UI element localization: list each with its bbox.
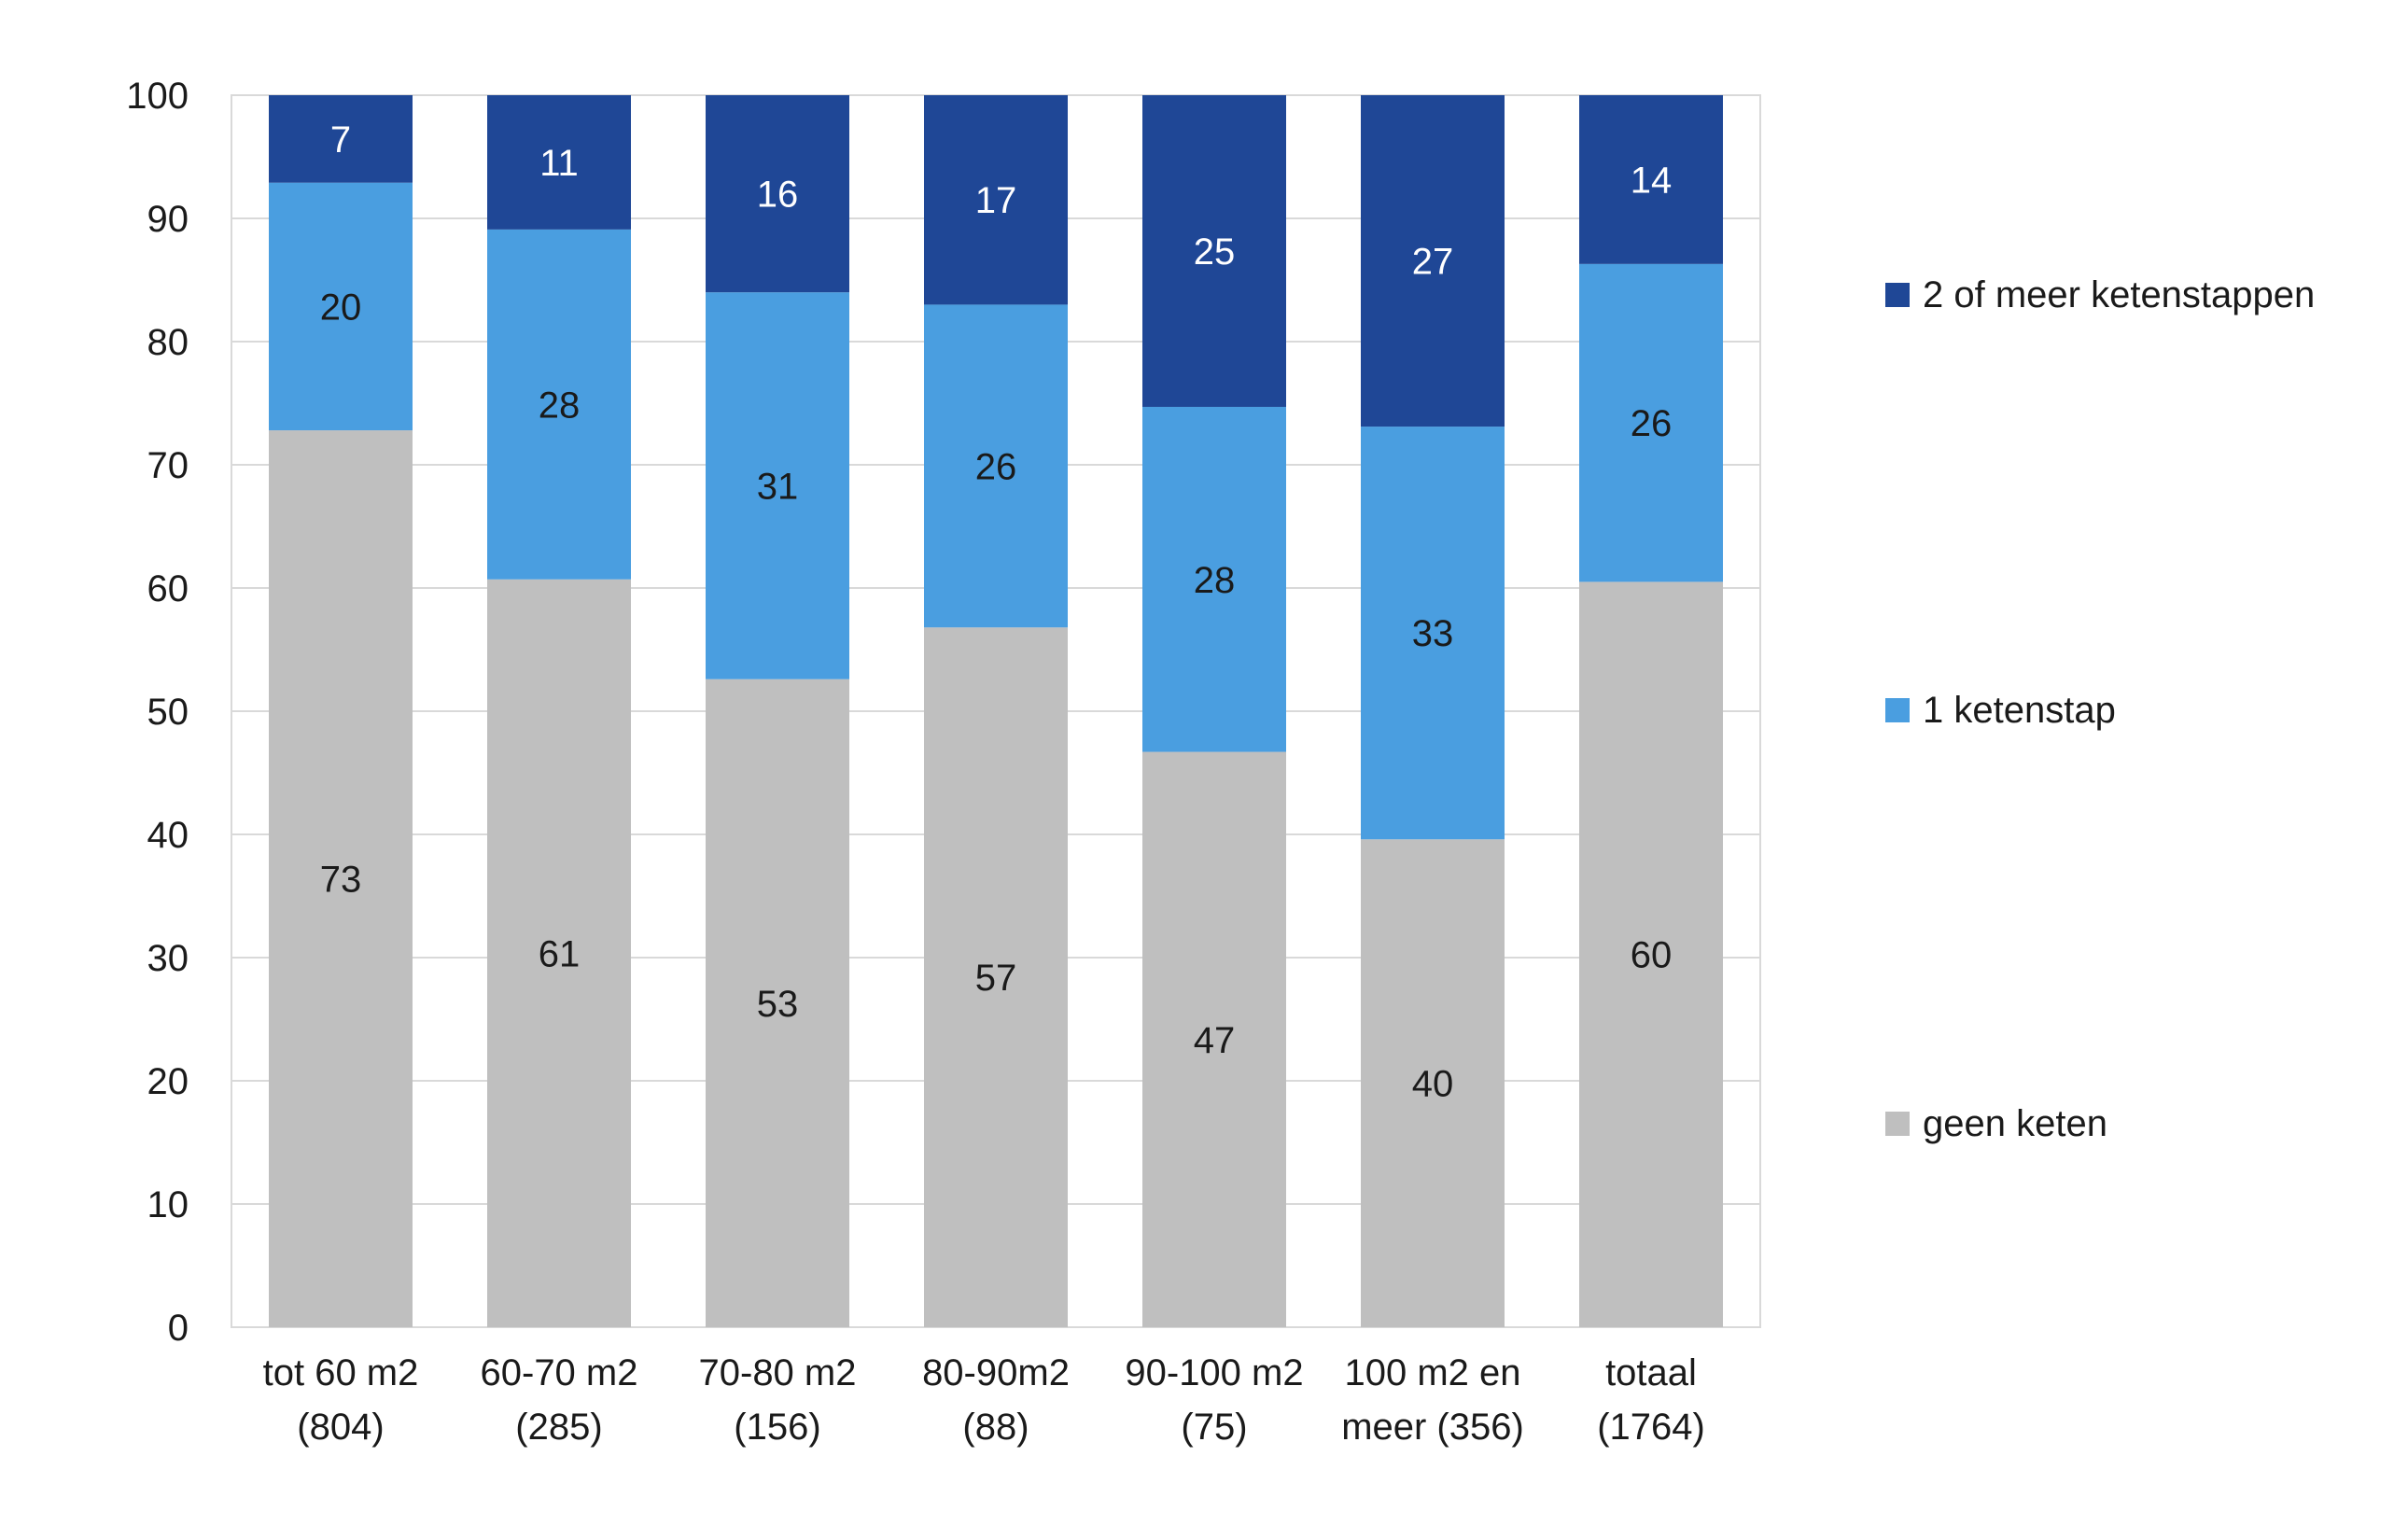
data-label: 47 <box>1194 1020 1236 1061</box>
bar-segment <box>1361 427 1505 840</box>
legend-label: 1 ketenstap <box>1923 690 2116 731</box>
bar-segment <box>269 95 413 183</box>
data-label: 28 <box>539 385 581 426</box>
x-tick-label: (75) <box>1181 1407 1247 1448</box>
bar-segment <box>1361 95 1505 427</box>
data-label: 53 <box>757 984 799 1025</box>
data-label: 20 <box>320 287 362 328</box>
y-tick-label: 50 <box>147 692 189 733</box>
bar-segment <box>706 679 849 1327</box>
data-label: 16 <box>757 175 799 216</box>
data-label: 17 <box>975 180 1017 221</box>
x-tick-label: (88) <box>962 1407 1029 1448</box>
bar-segment <box>1142 406 1286 752</box>
x-tick-label: 80-90m2 <box>922 1352 1070 1393</box>
x-tick-label: 70-80 m2 <box>699 1352 857 1393</box>
x-tick-label: 60-70 m2 <box>481 1352 638 1393</box>
legend-swatch <box>1885 698 1910 722</box>
legend: 2 of meer ketenstappen 1 ketenstap geen ke… <box>1885 274 2315 1144</box>
bar-segment <box>1579 95 1723 264</box>
data-label: 11 <box>539 143 579 184</box>
bar-segment <box>706 95 849 293</box>
bar-segment <box>1142 751 1286 1327</box>
bar-segment <box>1579 581 1723 1327</box>
y-tick-label: 60 <box>147 568 189 609</box>
data-label: 7 <box>330 119 351 161</box>
x-tick-label: totaal <box>1605 1352 1697 1393</box>
x-tick-label: (1764) <box>1597 1407 1705 1448</box>
x-tick-label: 90-100 m2 <box>1125 1352 1303 1393</box>
bar-segment <box>1579 263 1723 582</box>
data-label: 26 <box>975 446 1017 487</box>
x-tick-label: (156) <box>734 1407 820 1448</box>
data-labels: 73 20 7 61 28 11 53 31 16 57 26 17 47 28 25 40 33 27 60 26 1… <box>320 119 1673 1105</box>
data-label: 61 <box>539 933 581 974</box>
y-tick-label: 90 <box>147 199 189 240</box>
data-label: 25 <box>1194 231 1236 273</box>
bar-segment <box>1142 95 1286 407</box>
bar-segment <box>487 579 631 1327</box>
bar-segment <box>924 304 1068 628</box>
bar-segment <box>269 182 413 431</box>
y-axis-ticks: 0 10 20 30 40 50 60 70 80 90 100 <box>126 76 189 1349</box>
x-axis-ticks: tot 60 m2 (804) 60-70 m2 (285) 70-80 m2 (156)… <box>263 1352 1705 1448</box>
bar-segment <box>924 627 1068 1327</box>
bar-segment <box>487 229 631 580</box>
legend-swatch <box>1885 1112 1910 1136</box>
y-tick-label: 80 <box>147 322 189 363</box>
data-label: 26 <box>1631 403 1673 444</box>
y-tick-label: 10 <box>147 1184 189 1225</box>
bar-segment <box>924 95 1068 305</box>
y-tick-label: 0 <box>168 1308 189 1349</box>
data-label: 33 <box>1412 613 1454 654</box>
data-label: 40 <box>1412 1064 1454 1105</box>
bar-segment <box>487 95 631 230</box>
y-tick-label: 100 <box>126 76 189 117</box>
data-label: 28 <box>1194 560 1236 601</box>
y-tick-label: 70 <box>147 445 189 486</box>
y-tick-label: 40 <box>147 815 189 856</box>
y-tick-label: 30 <box>147 938 189 979</box>
bar-segment <box>706 292 849 679</box>
data-label: 14 <box>1631 160 1673 201</box>
data-label: 27 <box>1412 242 1454 283</box>
legend-label: 2 of meer ketenstappen <box>1923 274 2315 315</box>
bars <box>269 95 1723 1327</box>
data-label: 73 <box>320 860 362 901</box>
data-label: 31 <box>757 466 799 507</box>
x-tick-label: (285) <box>515 1407 602 1448</box>
data-label: 60 <box>1631 935 1673 976</box>
y-tick-label: 20 <box>147 1061 189 1102</box>
bar-segment <box>269 430 413 1327</box>
legend-label: geen keten <box>1923 1103 2107 1144</box>
x-tick-label: (804) <box>297 1407 384 1448</box>
x-tick-label: meer (356) <box>1341 1407 1524 1448</box>
x-tick-label: tot 60 m2 <box>263 1352 419 1393</box>
bar-segment <box>1361 839 1505 1327</box>
legend-swatch <box>1885 283 1910 307</box>
data-label: 57 <box>975 958 1017 999</box>
x-tick-label: 100 m2 en <box>1344 1352 1520 1393</box>
